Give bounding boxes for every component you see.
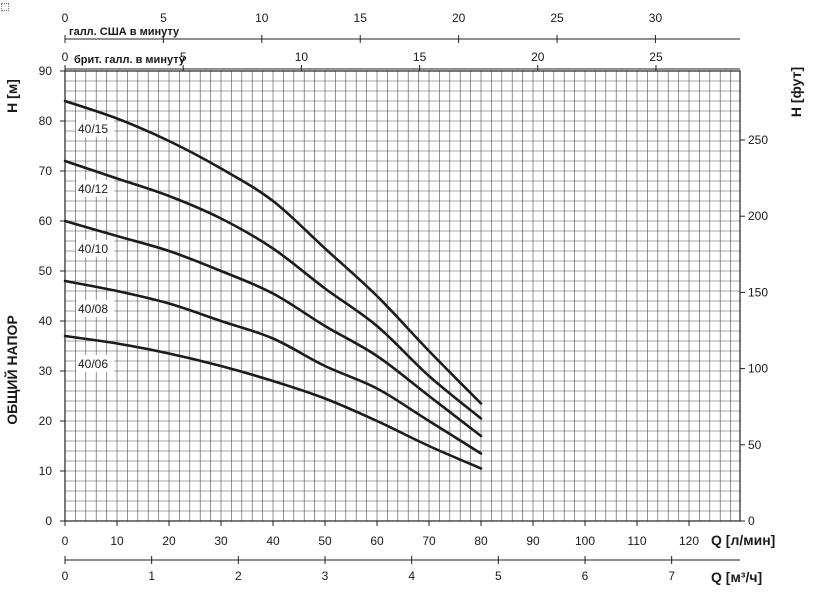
- series-group: 40/15 40/12 40/10 40/08 40/06: [63, 99, 483, 470]
- y-axis-label-feet: H [фут]: [788, 67, 804, 117]
- pump-curve-line: [63, 334, 483, 470]
- feet-tick-label: 50: [748, 438, 762, 452]
- pump-curve-label-background: [76, 240, 114, 257]
- feet-tick-label: 100: [748, 362, 768, 376]
- us-gallons-tick-label: 25: [550, 11, 564, 25]
- us-gallons-tick-label: 10: [255, 11, 269, 25]
- x-tick-label: 120: [679, 534, 699, 548]
- pump-curve-label-background: [76, 120, 114, 137]
- us-gallons-tick-label: 0: [62, 11, 69, 25]
- cubic-meters-tick-label: 6: [582, 569, 589, 583]
- cubic-meters-tick-label: 5: [495, 569, 502, 583]
- y-axis-label-total-head: ОБЩИЙ НАПОР: [3, 315, 20, 425]
- cubic-meters-tick-label: 0: [62, 569, 69, 583]
- pump-curve-line: [63, 279, 483, 455]
- us-gallons-tick-label: 5: [160, 11, 167, 25]
- us-gallons-axis-label: галл. США в минуту: [69, 26, 180, 38]
- y-tick-label: 0: [45, 514, 52, 528]
- x-tick-label: 70: [422, 534, 436, 548]
- plot-border: [64, 70, 741, 522]
- y-tick-label: 60: [39, 214, 53, 228]
- imperial-gallons-axis-label: брит. галл. в минуту: [74, 54, 186, 66]
- x-tick-label: 110: [627, 534, 646, 548]
- x-tick-label: 20: [162, 534, 176, 548]
- pump-curve-line: [63, 159, 483, 420]
- pump-curve-label: 40/10: [78, 242, 108, 256]
- x-tick-label: 100: [575, 534, 595, 548]
- y-tick-label: 40: [39, 314, 53, 328]
- x-axis-label-cubic-meters-per-hour: Q [м³/ч]: [711, 569, 762, 585]
- pump-curve-label: 40/15: [78, 122, 108, 136]
- y-tick-label: 20: [39, 414, 53, 428]
- cubic-meters-tick-label: 4: [408, 569, 415, 583]
- feet-tick-label: 250: [748, 133, 768, 147]
- y-tick-label: 50: [39, 264, 53, 278]
- x-tick-label: 80: [474, 534, 488, 548]
- imperial-gallons-tick-label: 15: [413, 50, 427, 64]
- plot-frame: [64, 70, 741, 522]
- cubic-meters-tick-label: 2: [235, 569, 242, 583]
- corner-checkbox-icon: [1, 3, 9, 11]
- pump-curve-label-background: [76, 355, 114, 372]
- pump-curve-label-background: [76, 180, 114, 197]
- us-gallons-tick-label: 15: [354, 11, 368, 25]
- feet-tick-label: 150: [748, 285, 768, 299]
- us-gallons-tick-label: 30: [649, 11, 663, 25]
- pump-curve-label: 40/06: [78, 357, 108, 371]
- feet-tick-label: 0: [748, 514, 755, 528]
- y-tick-label: 10: [39, 464, 53, 478]
- imperial-gallons-tick-label: 20: [531, 50, 545, 64]
- x-axis-label-liters-per-minute: Q [л/мин]: [711, 532, 775, 548]
- y-tick-label: 30: [39, 364, 53, 378]
- y-tick-label: 70: [39, 164, 53, 178]
- pump-curve-label: 40/08: [78, 302, 108, 316]
- imperial-gallons-tick-label: 0: [62, 50, 69, 64]
- cubic-meters-tick-label: 7: [668, 569, 675, 583]
- x-tick-label: 10: [110, 534, 124, 548]
- x-tick-label: 50: [318, 534, 332, 548]
- imperial-gallons-tick-label: 5: [180, 50, 187, 64]
- x-tick-label: 40: [266, 534, 280, 548]
- feet-tick-label: 200: [748, 209, 768, 223]
- pump-curve-line: [63, 99, 483, 405]
- x-tick-label: 0: [62, 534, 69, 548]
- pump-curve-label-background: [76, 300, 114, 317]
- x-tick-label: 60: [370, 534, 384, 548]
- imperial-gallons-tick-label: 25: [649, 50, 663, 64]
- pump-curve-line: [63, 219, 483, 438]
- imperial-gallons-tick-label: 10: [295, 50, 309, 64]
- axes: 0 10 20 30 40 50 60 70 80 90 100 110 120010203040506…: [39, 11, 769, 583]
- pump-curve-label: 40/12: [78, 182, 108, 196]
- x-tick-label: 90: [526, 534, 540, 548]
- x-tick-label: 30: [214, 534, 228, 548]
- y-axis-label-meters: H [м]: [4, 79, 20, 113]
- cubic-meters-tick-label: 1: [148, 569, 155, 583]
- y-tick-label: 80: [39, 114, 53, 128]
- y-tick-label: 90: [39, 64, 53, 78]
- cubic-meters-tick-label: 3: [322, 569, 329, 583]
- grid: [65, 70, 740, 521]
- us-gallons-tick-label: 20: [452, 11, 466, 25]
